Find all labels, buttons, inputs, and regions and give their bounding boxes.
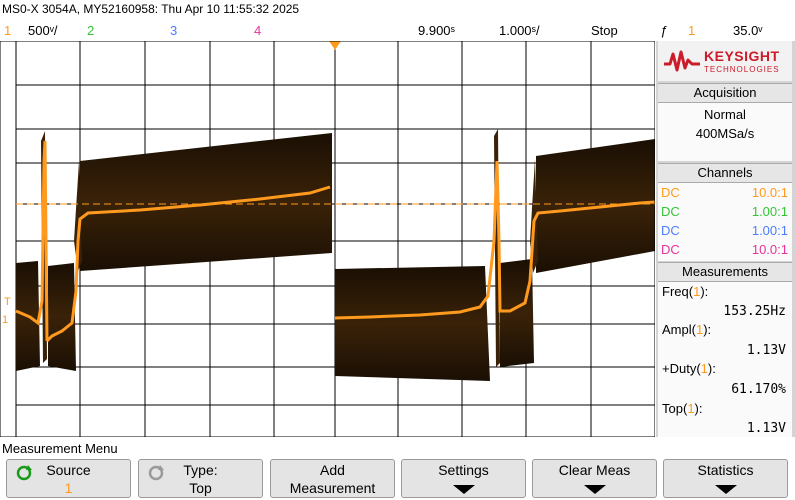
sample-rate: 400MSa/s bbox=[695, 126, 755, 141]
keysight-logo: KEYSIGHT TECHNOLOGIES bbox=[658, 41, 792, 81]
meas-top-value: 1.13V bbox=[746, 421, 786, 436]
rotate-knob-icon bbox=[148, 465, 164, 481]
keysight-wave-icon bbox=[664, 50, 700, 72]
acquisition-mode: Normal bbox=[704, 107, 746, 122]
waveform-display[interactable]: T 1 bbox=[0, 41, 655, 437]
meas-ampl-label: Ampl(1): bbox=[662, 322, 712, 337]
ch1-trace bbox=[15, 140, 49, 342]
low-envelope bbox=[335, 266, 490, 381]
channel-row-1[interactable]: DC 10.0:1 bbox=[661, 185, 788, 200]
time-delay[interactable]: 9.900ˢ bbox=[418, 23, 455, 38]
window-title: MS0-X 3054A, MY52160958: Thu Apr 10 11:5… bbox=[2, 2, 300, 16]
channel-row-2[interactable]: DC 1.00:1 bbox=[661, 204, 788, 219]
ch1-trace bbox=[334, 160, 655, 320]
channels-panel[interactable]: DC 10.0:1 DC 1.00:1 DC 1.00:1 DC 10.0:1 bbox=[658, 183, 792, 261]
low-envelope bbox=[500, 259, 534, 367]
softkey-label-2: Measurement bbox=[289, 480, 376, 496]
channel-row-3[interactable]: DC 1.00:1 bbox=[661, 223, 788, 238]
trigger-position-marker bbox=[329, 41, 341, 50]
meas-duty-label: +Duty(1): bbox=[662, 361, 716, 376]
submenu-arrow-icon bbox=[714, 485, 737, 494]
meas-freq-value: 153.25Hz bbox=[723, 304, 786, 319]
channels-header: Channels bbox=[658, 163, 792, 183]
side-panel: KEYSIGHT TECHNOLOGIES Acquisition Normal… bbox=[656, 41, 795, 437]
acquisition-header: Acquisition bbox=[658, 83, 792, 103]
statistics-softkey[interactable]: Statistics bbox=[663, 459, 788, 498]
source-softkey[interactable]: Source 1 bbox=[6, 459, 131, 498]
ch1-number[interactable]: 1 bbox=[4, 23, 12, 38]
logo-sub: TECHNOLOGIES bbox=[704, 65, 780, 74]
clear-meas-softkey[interactable]: Clear Meas bbox=[532, 459, 657, 498]
measurements-header: Measurements bbox=[658, 262, 792, 282]
softkey-value: 1 bbox=[64, 480, 73, 496]
ch1-scale[interactable]: 500ᵛ/ bbox=[28, 23, 58, 38]
waveform-graticule[interactable]: T 1 bbox=[0, 41, 655, 437]
channel-row-4[interactable]: DC 10.0:1 bbox=[661, 242, 788, 257]
submenu-arrow-icon bbox=[452, 485, 475, 494]
meas-ampl-value: 1.13V bbox=[746, 343, 786, 358]
meas-top-label: Top(1): bbox=[662, 401, 703, 416]
timebase[interactable]: 1.000ˢ/ bbox=[499, 23, 540, 38]
trigger-level[interactable]: 35.0ᵛ bbox=[733, 23, 763, 38]
settings-softkey[interactable]: Settings bbox=[401, 459, 526, 498]
high-envelope bbox=[80, 133, 332, 271]
softkey-label: Settings bbox=[438, 462, 489, 478]
ch4-number[interactable]: 4 bbox=[254, 23, 262, 38]
ch1-trace bbox=[45, 185, 331, 343]
trigger-level-marker: T bbox=[4, 296, 11, 308]
ch3-number[interactable]: 3 bbox=[170, 23, 178, 38]
softkey-value: Top bbox=[189, 480, 212, 496]
type-softkey[interactable]: Type: Top bbox=[138, 459, 263, 498]
meas-freq-label: Freq(1): bbox=[662, 284, 709, 299]
softkey-label: Statistics bbox=[697, 462, 754, 478]
logo-brand: KEYSIGHT bbox=[704, 48, 780, 64]
measurements-panel[interactable]: Freq(1): 153.25Hz Ampl(1): 1.13V +Duty(1… bbox=[658, 282, 792, 437]
edge-spike bbox=[74, 161, 82, 271]
low-envelope bbox=[48, 263, 76, 371]
status-bar: 1 500ᵛ/ 2 3 4 9.900ˢ 1.000ˢ/ Stop ƒ 1 35… bbox=[0, 21, 795, 41]
meas-duty-value: 61.170% bbox=[731, 382, 786, 397]
softkey-label: Add bbox=[320, 462, 345, 478]
acquisition-panel[interactable]: Normal 400MSa/s bbox=[658, 103, 792, 161]
softkey-label: Type: bbox=[183, 462, 218, 478]
ch1-ground-marker: 1 bbox=[2, 314, 8, 326]
run-state[interactable]: Stop bbox=[591, 23, 618, 38]
add-measurement-softkey[interactable]: Add Measurement bbox=[270, 459, 395, 498]
menu-title: Measurement Menu bbox=[2, 441, 118, 456]
trigger-edge-icon: ƒ bbox=[660, 23, 668, 38]
rotate-knob-icon bbox=[16, 465, 32, 481]
trigger-source[interactable]: 1 bbox=[688, 23, 696, 38]
softkey-label: Source bbox=[46, 462, 91, 478]
softkey-label: Clear Meas bbox=[558, 462, 631, 478]
ch1-waveform bbox=[15, 129, 655, 381]
submenu-arrow-icon bbox=[583, 485, 606, 494]
ch2-number[interactable]: 2 bbox=[87, 23, 95, 38]
